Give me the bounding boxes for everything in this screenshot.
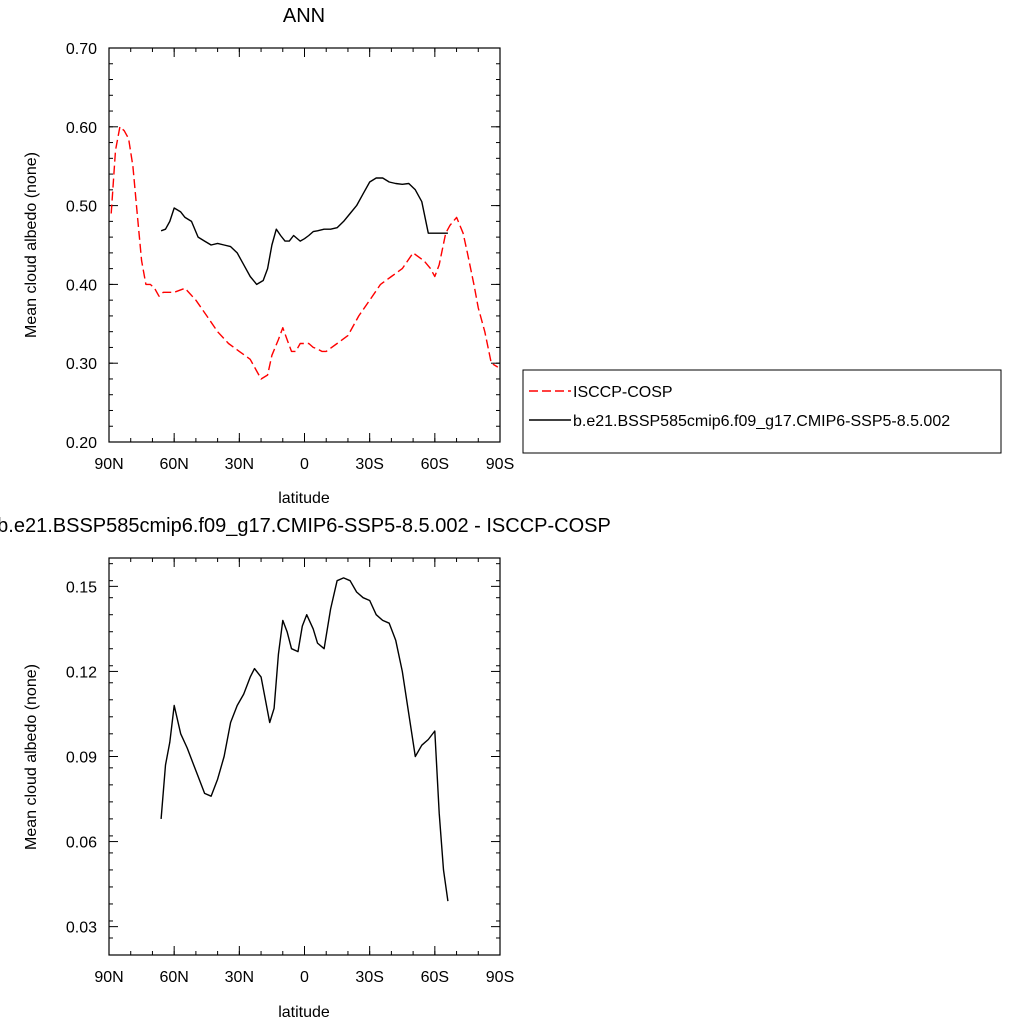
bottom-panel-xlabel: latitude [278,1004,330,1021]
bottom-panel-ylabel: Mean cloud albedo (none) [23,664,40,850]
top-xtick-label: 60N [159,456,188,473]
bottom-xtick-label: 60N [159,969,188,986]
bottom-xtick-label: 30N [225,969,254,986]
top-panel-ticks: 0.20 0.30 0.40 0.50 0.60 0.70 90N 60N 30N 0 30S 60S… [66,41,514,473]
bottom-xtick-label: 90N [94,969,123,986]
top-xtick-label: 30S [355,456,383,473]
top-panel-ylabel: Mean cloud albedo (none) [23,152,40,338]
bottom-panel-ticks: 0.03 0.06 0.09 0.12 0.15 90N 60N 30N 0 30S 60S 90S [66,558,514,986]
top-xtick-label: 0 [300,456,309,473]
top-series-line-1 [160,177,448,286]
top-ytick-label: 0.60 [66,120,97,137]
top-xtick-label: 90N [94,456,123,473]
legend-label-isccp: ISCCP-COSP [573,384,673,401]
bottom-panel-frame [108,557,501,956]
bottom-series-line-0 [160,577,449,902]
bottom-panel-title: b.e21.BSSP585cmip6.f09_g17.CMIP6-SSP5-8.… [0,515,611,537]
top-panel-title: ANN [283,5,325,27]
top-panel-frame [108,47,501,443]
bottom-xtick-label: 90S [486,969,514,986]
bottom-ytick-label: 0.12 [66,664,97,681]
bottom-ytick-label: 0.06 [66,835,97,852]
legend-label-model: b.e21.BSSP585cmip6.f09_g17.CMIP6-SSP5-8.… [573,413,950,430]
top-ytick-label: 0.30 [66,356,97,373]
bottom-panel-lines [160,577,449,902]
bottom-xtick-label: 0 [300,969,309,986]
bottom-xtick-label: 30S [355,969,383,986]
bottom-panel: b.e21.BSSP585cmip6.f09_g17.CMIP6-SSP5-8.… [0,515,611,1021]
top-ytick-label: 0.50 [66,199,97,216]
top-panel-xlabel: latitude [278,490,330,507]
top-xtick-label: 90S [486,456,514,473]
top-xtick-label: 30N [225,456,254,473]
top-ytick-label: 0.40 [66,277,97,294]
top-panel: ANN 0.20 0.30 0.40 0.50 0.60 0.70 90N 60N 30N 0 30… [23,5,514,507]
bottom-ytick-label: 0.09 [66,750,97,767]
bottom-ytick-label: 0.03 [66,920,97,937]
top-ytick-label: 0.70 [66,41,97,58]
top-xtick-label: 60S [421,456,449,473]
bottom-ytick-label: 0.15 [66,579,97,596]
top-panel-lines [110,126,499,380]
bottom-xtick-label: 60S [421,969,449,986]
top-series-line-0 [110,126,499,380]
legend-box [522,369,1002,454]
legend: ISCCP-COSP b.e21.BSSP585cmip6.f09_g17.CM… [522,369,1002,454]
top-ytick-label: 0.20 [66,435,97,452]
